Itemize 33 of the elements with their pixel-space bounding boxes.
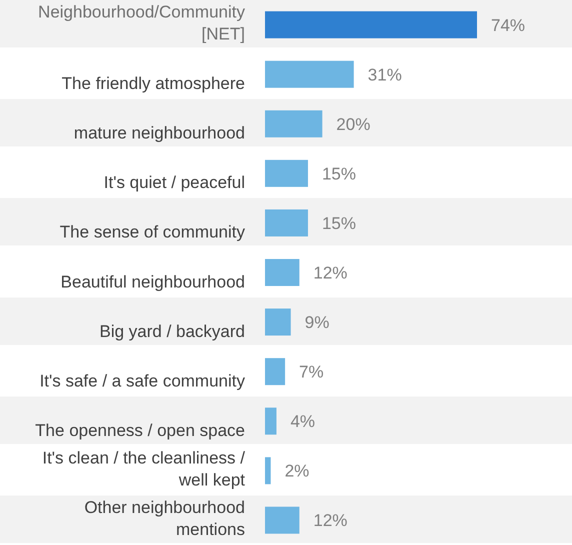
bar: [265, 408, 276, 435]
data-label: 4%: [290, 412, 316, 432]
data-label: 2%: [284, 462, 310, 481]
data-label: 31%: [368, 65, 402, 84]
bar: [265, 11, 477, 38]
bar: [265, 457, 271, 484]
data-label: 15%: [322, 164, 356, 184]
y-tick-label: The openness / open space: [35, 420, 245, 440]
y-tick-label: It's clean / the cleanliness / well kept: [42, 448, 246, 490]
bar: [265, 506, 300, 534]
bar: [265, 308, 291, 336]
y-tick-label: Other neighbourhood mentions: [84, 498, 245, 539]
data-label: 20%: [336, 114, 370, 134]
y-tick-label: The friendly atmosphere: [62, 74, 245, 94]
bar: [265, 160, 308, 187]
data-label: 7%: [299, 362, 324, 382]
y-tick-label: Big yard / backyard: [99, 322, 245, 341]
y-tick-label: Neighbourhood/Community [NET]: [38, 2, 246, 44]
y-tick-label: It's quiet / peaceful: [104, 173, 245, 192]
bar: [265, 259, 300, 286]
y-tick-label: Beautiful neighbourhood: [60, 272, 245, 292]
y-tick-label: The sense of community: [60, 222, 246, 242]
y-tick-label: It's safe / a safe community: [40, 371, 246, 390]
data-label: 74%: [491, 16, 526, 35]
bar: [265, 110, 322, 138]
data-label: 9%: [304, 313, 330, 332]
bar: [265, 60, 354, 88]
bar: [265, 358, 286, 386]
data-label: 12%: [313, 511, 348, 530]
y-tick-label: mature neighbourhood: [74, 124, 245, 143]
bar: [265, 209, 308, 236]
data-label: 12%: [313, 264, 348, 282]
data-label: 15%: [322, 214, 356, 233]
